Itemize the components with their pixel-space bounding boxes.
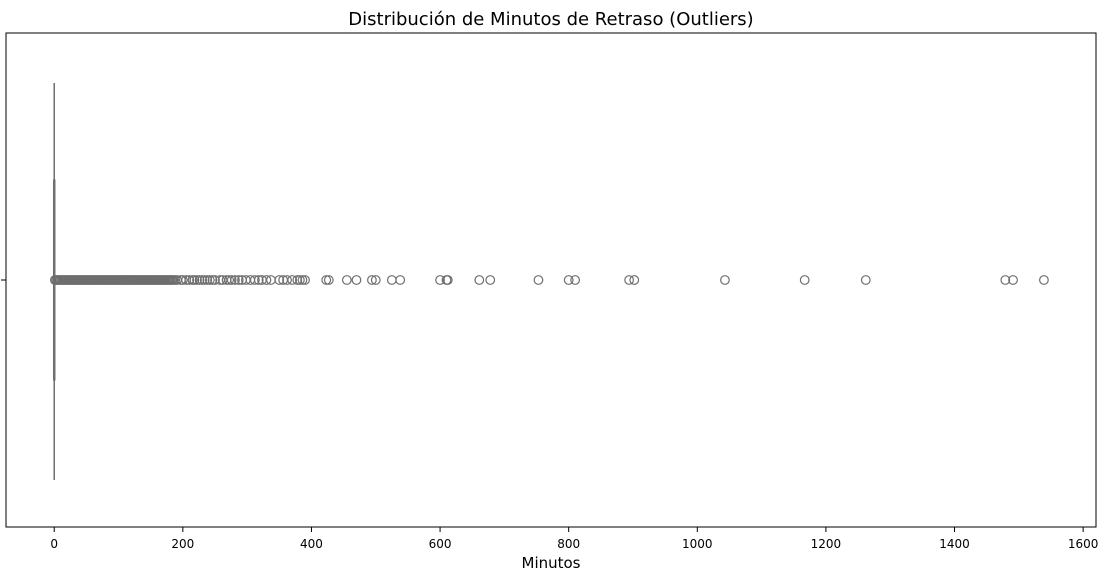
outlier-point [202,275,213,285]
outlier-point [485,275,496,285]
outlier-point [474,275,485,285]
outlier-point [189,275,200,285]
outlier-point [533,275,544,285]
outlier-point [563,275,574,285]
x-tick-label: 400 [300,537,323,551]
outlier-point [570,275,581,285]
x-tick-label: 1600 [1068,537,1099,551]
outlier-point [177,275,188,285]
outlier-point [292,275,303,285]
outlier-point [321,275,332,285]
outlier-point [341,275,352,285]
outlier-point [624,275,635,285]
outlier-point [199,275,210,285]
outlier-point [720,275,730,285]
outlier-point [297,275,308,285]
outlier-point [282,275,292,285]
outlier-point [395,275,406,285]
outlier-point [300,275,310,285]
outlier-point [226,275,237,285]
x-tick-label: 0 [50,537,58,551]
outlier-point [1000,275,1011,285]
outlier-point [184,275,195,285]
outlier-point [261,275,272,285]
outlier-point [230,275,240,285]
x-tick-label: 1000 [682,537,713,551]
outlier-point [799,275,810,285]
outlier-point [435,275,445,285]
outlier-point [233,275,244,285]
outlier-point [249,275,260,285]
x-axis: 0 200 400 600 800 1000 1200 1400 1600 [50,527,1098,551]
outlier-point [367,275,377,285]
outlier-point [192,275,202,285]
outlier-point [197,275,208,285]
outlier-point [294,275,305,285]
x-tick-label: 1400 [939,537,970,551]
chart-title: Distribución de Minutos de Retraso (Outl… [348,9,753,30]
x-tick-label: 200 [171,537,194,551]
outlier-point [287,275,298,285]
outlier-point [629,275,640,285]
outlier-point [370,275,381,285]
outlier-point [204,275,215,285]
outlier-point [224,275,235,285]
x-axis-label: Minutos [522,554,581,568]
outlier-point [860,275,871,285]
outlier-point [253,275,264,285]
outlier-point [207,275,218,285]
x-tick-label: 800 [557,537,580,551]
outlier-point [194,275,205,285]
x-tick-label: 600 [429,537,452,551]
outlier-points [49,275,1049,285]
outlier-point [442,275,453,285]
outlier-point [323,275,334,285]
x-tick-label: 1200 [811,537,842,551]
outlier-point [386,275,397,285]
outlier-point [1039,275,1049,285]
outlier-point [274,275,285,285]
outlier-point [351,275,362,285]
outlier-point [1008,275,1018,285]
outlier-point [210,275,220,285]
